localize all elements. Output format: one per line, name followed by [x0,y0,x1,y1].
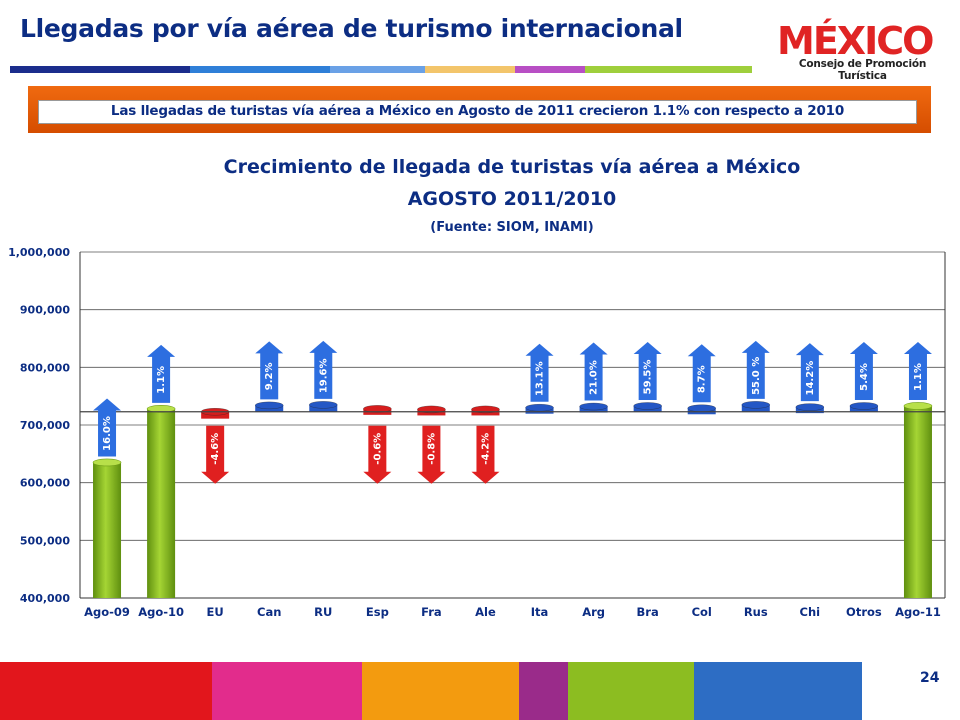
growth-label: 8.7% [697,365,708,393]
bar-Ago-11 [903,405,932,598]
x-tick-label: Rus [744,605,768,619]
growth-arrow [309,340,338,399]
y-tick-label: 500,000 [20,534,70,547]
x-tick-label: Col [692,605,712,619]
banner-text: Las llegadas de turistas vía aérea a Méx… [110,103,845,119]
growth-arrow [93,398,122,457]
title-rule [10,66,752,73]
growth-arrow [201,425,230,484]
y-tick-label: 900,000 [20,304,70,317]
footer-band-green [568,662,694,720]
y-tick-label: 400,000 [20,592,70,605]
growth-label: -4.2% [480,433,491,465]
growth-arrow [741,340,770,399]
x-tick-label: Ita [531,605,549,619]
x-tick-label: Ale [475,605,496,619]
growth-label: 13.1% [535,361,546,396]
x-tick-label: Can [257,605,281,619]
mexico-logo: MÉXICO [777,19,935,63]
logo-text: MÉXICO [777,19,933,63]
chart-subtitle: AGOSTO 2011/2010 [407,188,617,210]
page-title: Llegadas por vía aérea de turismo intern… [20,14,683,43]
growth-arrow [687,344,716,403]
y-tick-label: 700,000 [20,419,70,432]
footer-band-blue [694,662,862,720]
bar-cap [525,404,554,412]
growth-label: 59.5% [643,360,654,395]
y-tick-label: 600,000 [20,477,70,490]
y-tick-label: 800,000 [20,361,70,374]
x-tick-label: Chi [800,605,821,619]
bar-cap [255,401,284,410]
growth-label: 9.2% [264,363,275,391]
x-tick-label: EU [207,605,224,619]
x-tick-label: Ago-11 [895,605,941,619]
logo-subtitle: Consejo de Promoción Turística [798,58,927,82]
growth-arrow [363,425,392,484]
growth-arrow [633,341,662,400]
growth-label: 1.1% [913,363,924,391]
growth-label: 5.4% [859,363,870,391]
growth-arrow [417,425,446,484]
x-tick-label: Esp [366,605,389,619]
highlight-banner: Las llegadas de turistas vía aérea a Méx… [28,86,931,133]
footer-band-red [0,662,212,720]
bar-cap [687,404,716,412]
x-tick-label: RU [314,605,332,619]
page-number: 24 [920,670,940,686]
x-tick-label: Ago-10 [138,605,184,619]
bar-Ago-10 [147,408,176,598]
x-tick-label: Arg [582,605,605,619]
growth-arrow [255,341,284,400]
bar-cap [741,401,770,409]
x-tick-label: Fra [421,605,442,619]
banner-box: Las llegadas de turistas vía aérea a Méx… [38,100,917,124]
x-tick-label: Otros [846,605,882,619]
growth-label: -4.6% [210,433,221,465]
bar-cap [92,458,122,467]
bar-cap [795,403,824,411]
footer-band-orange [362,662,519,720]
growth-arrow [579,342,608,401]
growth-label: 55.0 % [751,357,762,395]
growth-label: 21.0% [589,360,600,395]
footer-band-magenta [212,662,362,720]
x-tick-label: Ago-09 [84,605,130,619]
bar-cap [363,405,392,413]
bar-Ago-09 [93,462,122,598]
bar-cap [633,402,662,410]
bar-cap [309,401,338,409]
growth-label: 19.6% [318,358,329,393]
growth-arrow [471,425,500,484]
growth-arrow [903,341,932,400]
chart-title: Crecimiento de llegada de turistas vía a… [223,156,801,178]
y-tick-label: 1,000,000 [8,246,70,259]
footer-band-purple [519,662,568,720]
growth-label: -0.6% [372,433,383,465]
growth-label: 14.2% [805,361,816,396]
chart-source: (Fuente: SIOM, INAMI) [430,220,594,235]
growth-arrow [795,343,824,402]
growth-label: 1.1% [156,366,167,394]
bar-cap [903,402,933,410]
x-tick-label: Bra [637,605,659,619]
bar-cap [849,402,879,410]
growth-arrow [525,343,554,402]
bar-cap [579,402,608,411]
growth-label: 16.0% [102,416,113,451]
growth-arrow [147,344,176,403]
growth-arrow [849,341,878,400]
growth-label: -0.8% [426,433,437,465]
bar-chart: 400,000 500,000 600,000 700,000 800,000 900,0… [8,246,946,619]
bar-cap [146,405,176,413]
